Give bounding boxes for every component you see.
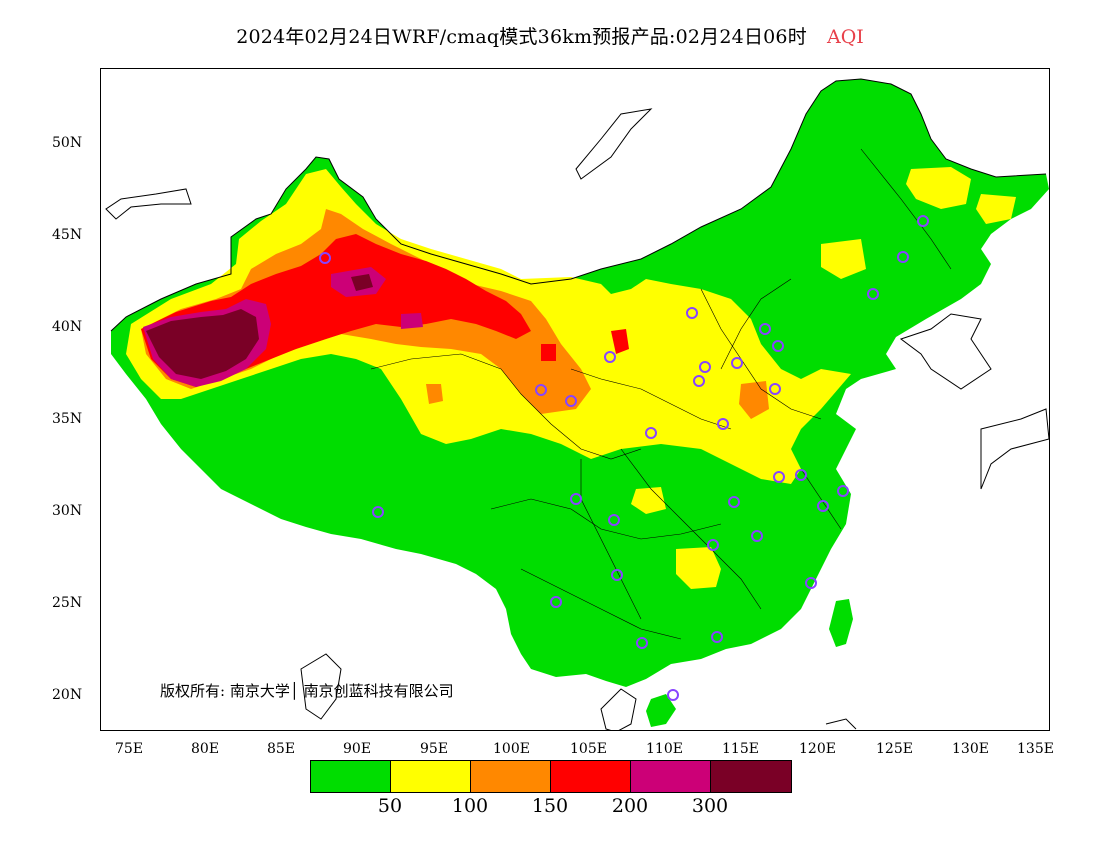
lon-label: 125E	[876, 741, 913, 757]
colorbar-label: 150	[531, 795, 569, 817]
lon-label: 75E	[115, 741, 144, 757]
station-marker	[837, 485, 849, 497]
colorbar-swatch	[551, 761, 631, 792]
station-marker	[728, 496, 740, 508]
station-marker	[772, 340, 784, 352]
station-marker	[805, 577, 817, 589]
colorbar-swatch	[631, 761, 711, 792]
station-marker	[773, 471, 785, 483]
lon-label: 80E	[191, 741, 220, 757]
station-marker	[636, 637, 648, 649]
station-marker	[570, 493, 582, 505]
station-marker	[604, 351, 616, 363]
station-marker	[917, 215, 929, 227]
station-marker	[372, 506, 384, 518]
lon-label: 120E	[799, 741, 836, 757]
colorbar-swatch	[391, 761, 471, 792]
station-marker	[795, 469, 807, 481]
station-marker	[608, 514, 620, 526]
lat-label: 20N	[52, 687, 83, 703]
aqi-colorbar	[310, 760, 792, 793]
station-marker	[817, 500, 829, 512]
station-marker	[707, 539, 719, 551]
station-marker	[711, 631, 723, 643]
colorbar-label: 200	[611, 795, 649, 817]
station-marker	[611, 569, 623, 581]
colorbar-label: 50	[377, 795, 403, 817]
station-marker	[769, 383, 781, 395]
map-title: 2024年02月24日WRF/cmaq模式36km预报产品:02月24日06时 …	[0, 22, 1100, 49]
lon-label: 100E	[493, 741, 530, 757]
variable-name: AQI	[826, 26, 864, 48]
station-marker	[897, 251, 909, 263]
lat-label: 35N	[52, 411, 83, 427]
lon-label: 110E	[646, 741, 683, 757]
lat-label: 30N	[52, 503, 83, 519]
aqi-maroon-layer	[146, 274, 373, 379]
station-markers	[319, 215, 929, 701]
station-marker	[699, 361, 711, 373]
station-marker	[550, 596, 562, 608]
province-boundaries	[370, 148, 952, 640]
station-marker	[751, 530, 763, 542]
station-marker	[731, 357, 743, 369]
lon-label: 95E	[420, 741, 449, 757]
station-marker	[565, 395, 577, 407]
station-marker	[667, 689, 679, 701]
station-marker	[319, 252, 331, 264]
station-marker	[535, 384, 547, 396]
lon-label: 90E	[343, 741, 372, 757]
country-outline	[105, 78, 1049, 730]
station-marker	[693, 375, 705, 387]
lat-label: 45N	[52, 227, 83, 243]
colorbar-label: 100	[451, 795, 489, 817]
colorbar-swatch	[471, 761, 551, 792]
aqi-map	[105, 78, 1049, 730]
colorbar-swatch	[311, 761, 391, 792]
station-marker	[867, 288, 879, 300]
lon-label: 135E	[1017, 741, 1054, 757]
station-marker	[686, 307, 698, 319]
lat-label: 40N	[52, 319, 83, 335]
station-marker	[645, 427, 657, 439]
title-text: 2024年02月24日WRF/cmaq模式36km预报产品:02月24日06时	[236, 26, 807, 48]
colorbar-swatch	[711, 761, 791, 792]
lon-label: 130E	[952, 741, 989, 757]
station-marker	[717, 418, 729, 430]
colorbar-label: 300	[691, 795, 729, 817]
copyright-text: 版权所有: 南京大学│ 南京创蓝科技有限公司	[160, 682, 454, 700]
map-panel	[100, 68, 1050, 731]
lon-label: 105E	[570, 741, 607, 757]
lon-label: 85E	[267, 741, 296, 757]
station-marker	[759, 323, 771, 335]
lat-label: 25N	[52, 595, 83, 611]
lat-label: 50N	[52, 135, 83, 151]
lon-label: 115E	[722, 741, 759, 757]
